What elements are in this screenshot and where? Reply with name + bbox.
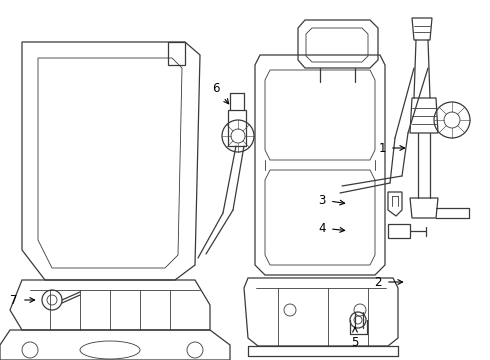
Bar (388, 224, 410, 238)
Text: 4: 4 (318, 221, 344, 234)
Text: 3: 3 (318, 194, 344, 207)
Text: 6: 6 (212, 81, 229, 104)
Text: 1: 1 (378, 141, 405, 154)
Text: 2: 2 (374, 275, 403, 288)
Text: 7: 7 (10, 293, 35, 306)
Text: 5: 5 (351, 327, 359, 348)
